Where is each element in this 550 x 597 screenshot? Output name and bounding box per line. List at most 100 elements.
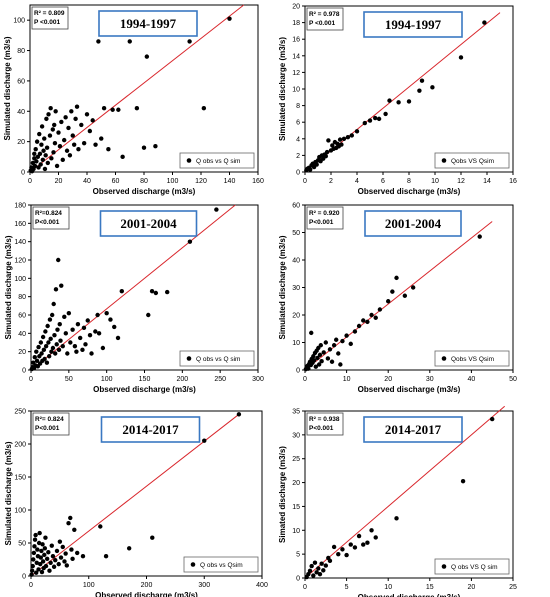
data-point [93,142,98,147]
data-point [311,358,317,363]
data-point [315,355,320,361]
data-point [62,314,67,320]
data-point [77,335,83,341]
data-point [40,559,46,564]
data-point [98,524,103,529]
data-point [89,351,94,356]
data-point [227,16,232,21]
data-point [331,343,337,348]
x-axis-label: Observed discharge (m3/s) [358,385,461,394]
data-point [39,124,45,129]
chart-panel-5: 0 100 200 300 400 0 50 100 150 200 250 Observed dis… [4,409,268,597]
data-point [96,331,102,336]
stats-text: R² = 0.920 [309,210,340,217]
data-point [95,312,100,318]
y-tick-label: 30 [292,432,300,439]
data-point [365,540,370,545]
data-point [38,340,44,345]
x-tick-label: 250 [214,376,226,383]
stats-box: R²= 0.824 P<0.001 [32,412,70,436]
x-tick-label: 150 [139,376,151,383]
period-box [98,10,198,37]
stats-text: P<0.001 [35,219,60,226]
y-tick-label: 10 [292,528,300,535]
data-point [60,343,65,349]
data-point [317,571,323,577]
data-point [69,547,74,552]
y-tick-label: 0 [21,170,25,177]
x-tick-label: 400 [256,582,268,589]
data-point [373,315,378,320]
data-point [42,546,48,551]
y-tick-label: 140 [14,239,26,246]
x-tick-label: 200 [141,582,153,589]
data-point [120,154,125,160]
data-point [43,535,48,540]
data-point [64,563,70,568]
x-tick-label: 16 [509,178,517,185]
regression-line [29,4,245,173]
data-point [356,533,362,539]
data-point [308,167,313,172]
data-point [63,551,68,556]
y-tick-label: 10 [292,340,300,347]
legend-text: Qobs VS Qsim [451,356,494,363]
data-point [66,125,71,131]
data-point [387,98,392,103]
data-point [65,351,70,356]
data-point [306,366,311,371]
data-point [53,557,58,563]
data-point [52,332,57,338]
legend-text: Qobs VS Qsim [451,158,494,165]
y-tick-label: 100 [14,276,26,283]
data-point [103,554,109,559]
x-tick-label: 300 [252,376,264,383]
data-point [87,332,93,338]
legend-text: Q obs vs Q sim [196,356,240,363]
data-point [45,323,50,329]
x-tick-label: 14 [483,178,491,185]
data-point [54,548,60,554]
data-point [69,109,74,114]
data-point [318,343,324,348]
data-point [56,347,62,353]
data-point [54,342,59,347]
data-point [321,568,326,573]
data-point [29,568,35,573]
data-point [307,568,313,574]
legend-text: Q obs vs Qsim [200,562,243,569]
x-tick-label: 30 [426,376,434,383]
data-point [63,115,68,120]
data-point [90,118,95,123]
period-box [99,210,198,237]
y-axis-label: Simulated discharge (m3/s) [278,37,287,141]
x-tick-label: 10 [384,584,392,591]
data-point [39,548,44,554]
data-point [42,136,47,141]
data-point [402,293,408,298]
data-point [324,149,330,155]
data-point [36,567,41,572]
data-point [377,307,383,312]
y-tick-label: 0 [296,368,300,375]
y-tick-label: 50 [292,230,300,237]
y-tick-label: 40 [18,331,26,338]
x-tick-label: 20 [55,178,63,185]
x-tick-label: 140 [224,178,236,185]
x-tick-label: 5 [345,584,349,591]
y-tick-label: 160 [14,221,26,228]
data-point [71,142,77,147]
data-point [37,151,43,156]
legend-marker [441,356,447,361]
data-point [68,515,73,521]
data-point [202,438,207,443]
y-tick-label: 150 [14,475,26,482]
data-point [383,111,388,117]
data-point [48,336,53,342]
y-tick-label: 60 [17,78,25,85]
data-point [110,107,115,112]
y-tick-label: 5 [296,552,300,559]
data-point [80,347,85,353]
stats-text: P<0.001 [309,425,334,432]
